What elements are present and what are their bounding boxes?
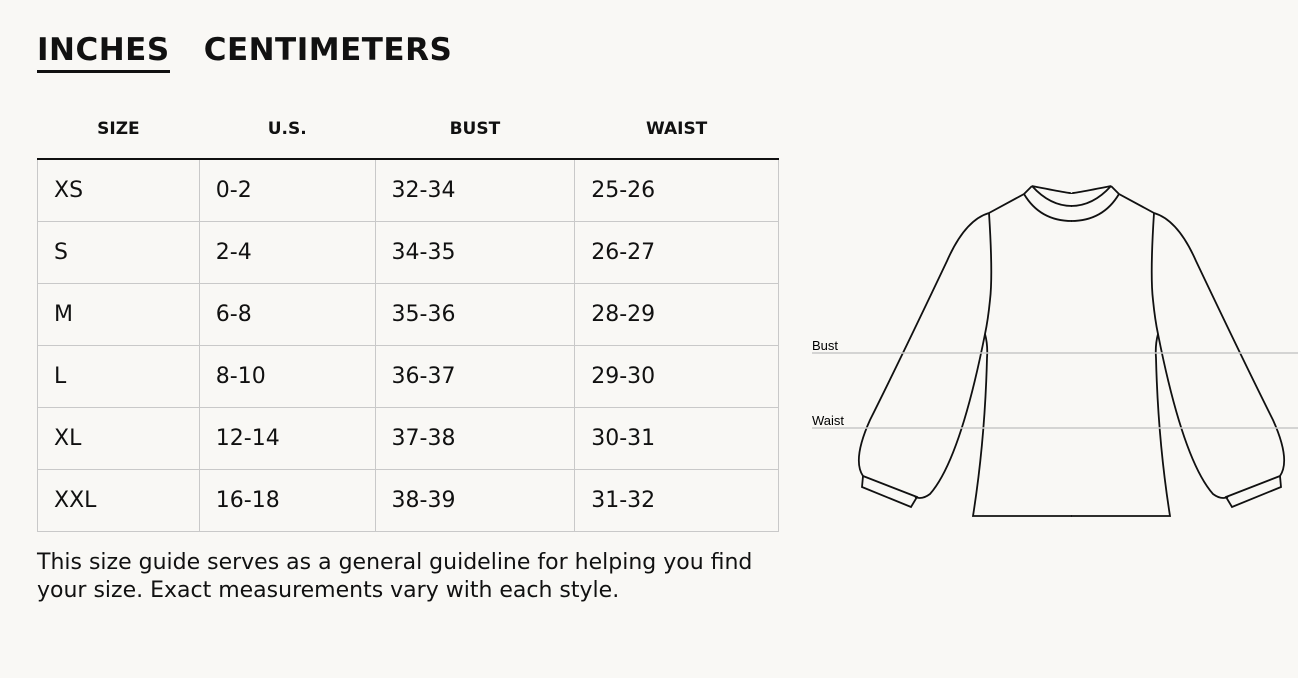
size-guide-note: This size guide serves as a general guid…: [37, 550, 753, 603]
cell-waist: 29-30: [574, 345, 779, 408]
table-row: XL 12-14 37-38 30-31: [37, 407, 779, 470]
cell-waist: 28-29: [574, 283, 779, 346]
tab-inches[interactable]: INCHES: [37, 30, 170, 73]
table-row: XS 0-2 32-34 25-26: [37, 158, 779, 222]
cell-size: M: [37, 283, 200, 346]
cell-us: 8-10: [198, 345, 376, 408]
cell-us: 6-8: [198, 283, 376, 346]
cell-bust: 32-34: [374, 158, 576, 222]
table-header: SIZE U.S. BUST WAIST: [37, 100, 779, 160]
cell-waist: 25-26: [574, 158, 779, 222]
cell-waist: 30-31: [574, 407, 779, 470]
cell-size: XXL: [37, 469, 200, 532]
cell-size: XS: [37, 158, 200, 222]
cell-us: 0-2: [198, 158, 376, 222]
header-bust: BUST: [375, 100, 575, 160]
cell-bust: 36-37: [374, 345, 576, 408]
cell-bust: 38-39: [374, 469, 576, 532]
bust-label: Bust: [812, 338, 838, 353]
cell-bust: 34-35: [374, 221, 576, 284]
cell-size: S: [37, 221, 200, 284]
sweater-outline: [857, 185, 1286, 517]
waist-label: Waist: [812, 413, 844, 428]
cell-waist: 31-32: [574, 469, 779, 532]
table-row: XXL 16-18 38-39 31-32: [37, 469, 779, 532]
table-row: S 2-4 34-35 26-27: [37, 221, 779, 284]
header-us: U.S.: [199, 100, 376, 160]
table-row: L 8-10 36-37 29-30: [37, 345, 779, 408]
cell-bust: 35-36: [374, 283, 576, 346]
cell-us: 2-4: [198, 221, 376, 284]
cell-us: 16-18: [198, 469, 376, 532]
size-table: SIZE U.S. BUST WAIST XS 0-2 32-34 25-26 S 2-4…: [37, 100, 779, 532]
cell-waist: 26-27: [574, 221, 779, 284]
unit-tabs: INCHES CENTIMETERS: [37, 30, 452, 73]
header-size: SIZE: [37, 100, 200, 160]
table-row: M 6-8 35-36 28-29: [37, 283, 779, 346]
header-waist: WAIST: [574, 100, 779, 160]
tab-centimeters[interactable]: CENTIMETERS: [203, 32, 453, 68]
cell-bust: 37-38: [374, 407, 576, 470]
cell-size: L: [37, 345, 200, 408]
